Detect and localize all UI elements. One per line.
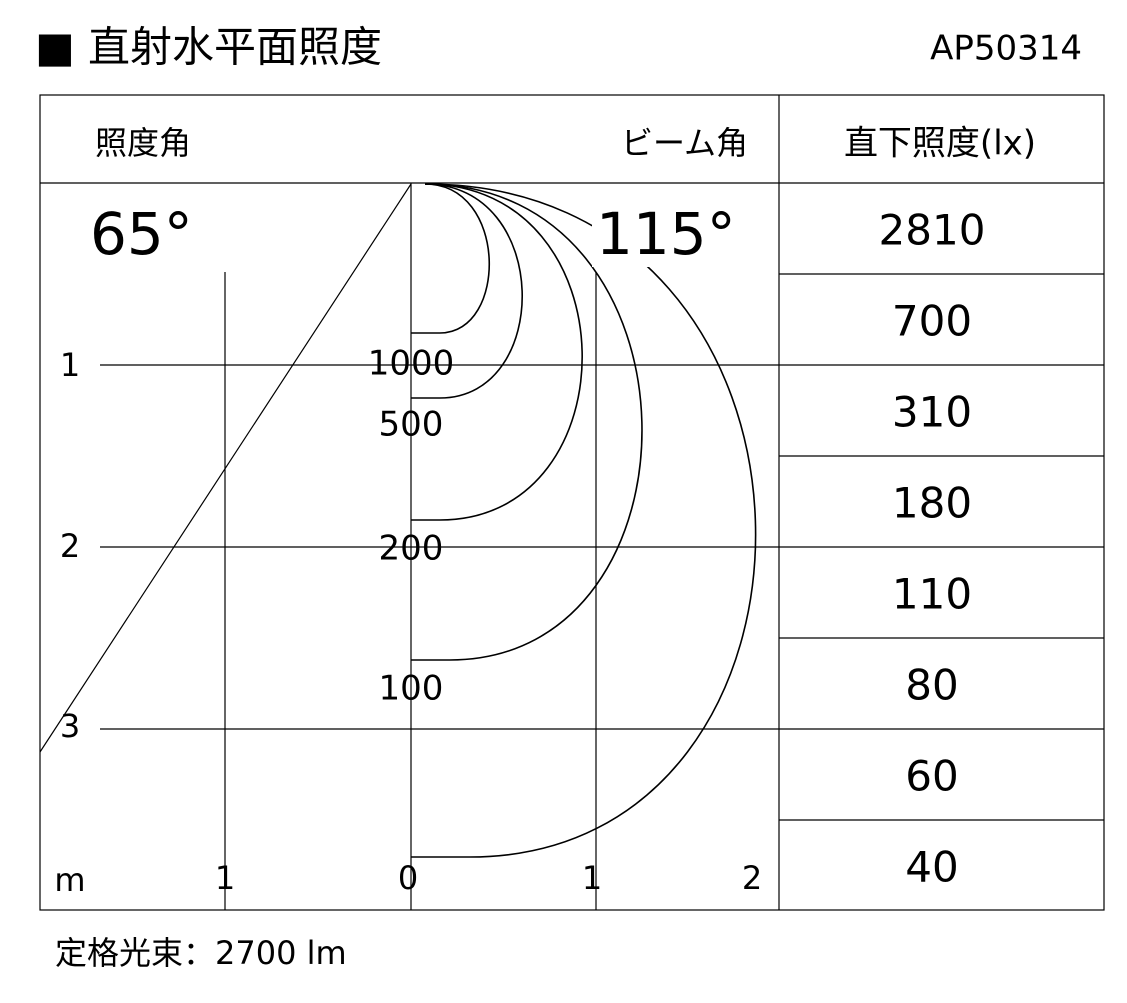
angle-value: 65°: [90, 200, 193, 268]
isolux-curves: [411, 183, 757, 858]
table-value: 180: [892, 479, 972, 528]
isolux-curve: [411, 183, 490, 334]
table-value: 310: [892, 388, 972, 437]
label-background: [592, 205, 732, 267]
isolux-curve: [411, 183, 643, 661]
width-label: 0: [398, 859, 418, 897]
isolux-curve: [411, 183, 523, 399]
table-value: 60: [905, 752, 958, 801]
depth-label: 2: [60, 527, 80, 565]
curve-label: 1000: [368, 344, 455, 384]
curve-label: 500: [379, 405, 444, 445]
width-label: 2: [742, 859, 762, 897]
depth-label: 1: [60, 346, 80, 384]
grid: [100, 183, 1104, 910]
angle-value: 115°: [596, 200, 736, 268]
header-label: 直下照度(lx): [844, 124, 1036, 164]
frame: [39, 94, 1105, 911]
curve-label: 200: [379, 529, 444, 569]
header-label: ビーム角: [621, 124, 748, 162]
model-number: AP50314: [930, 29, 1082, 69]
beam-angle-line: [39, 183, 412, 753]
table-value: 40: [905, 843, 958, 892]
illuminance-table: 2810 700 310 180 110 80 60 40: [879, 206, 986, 892]
width-label: 1: [215, 859, 235, 897]
curve-label: 100: [379, 669, 444, 709]
table-value: 80: [905, 661, 958, 710]
table-value: 110: [892, 570, 972, 619]
width-label: m: [54, 861, 85, 899]
table-value: 2810: [879, 206, 986, 255]
title: ■ 直射水平面照度: [35, 23, 382, 72]
isolux-curve: [411, 183, 583, 521]
depth-label: 3: [60, 707, 80, 745]
table-value: 700: [892, 297, 972, 346]
width-label: 1: [582, 859, 602, 897]
header-label: 照度角: [95, 124, 191, 162]
isolux-curve: [411, 183, 757, 858]
rated-flux: 定格光束：2700 lm: [55, 934, 347, 972]
